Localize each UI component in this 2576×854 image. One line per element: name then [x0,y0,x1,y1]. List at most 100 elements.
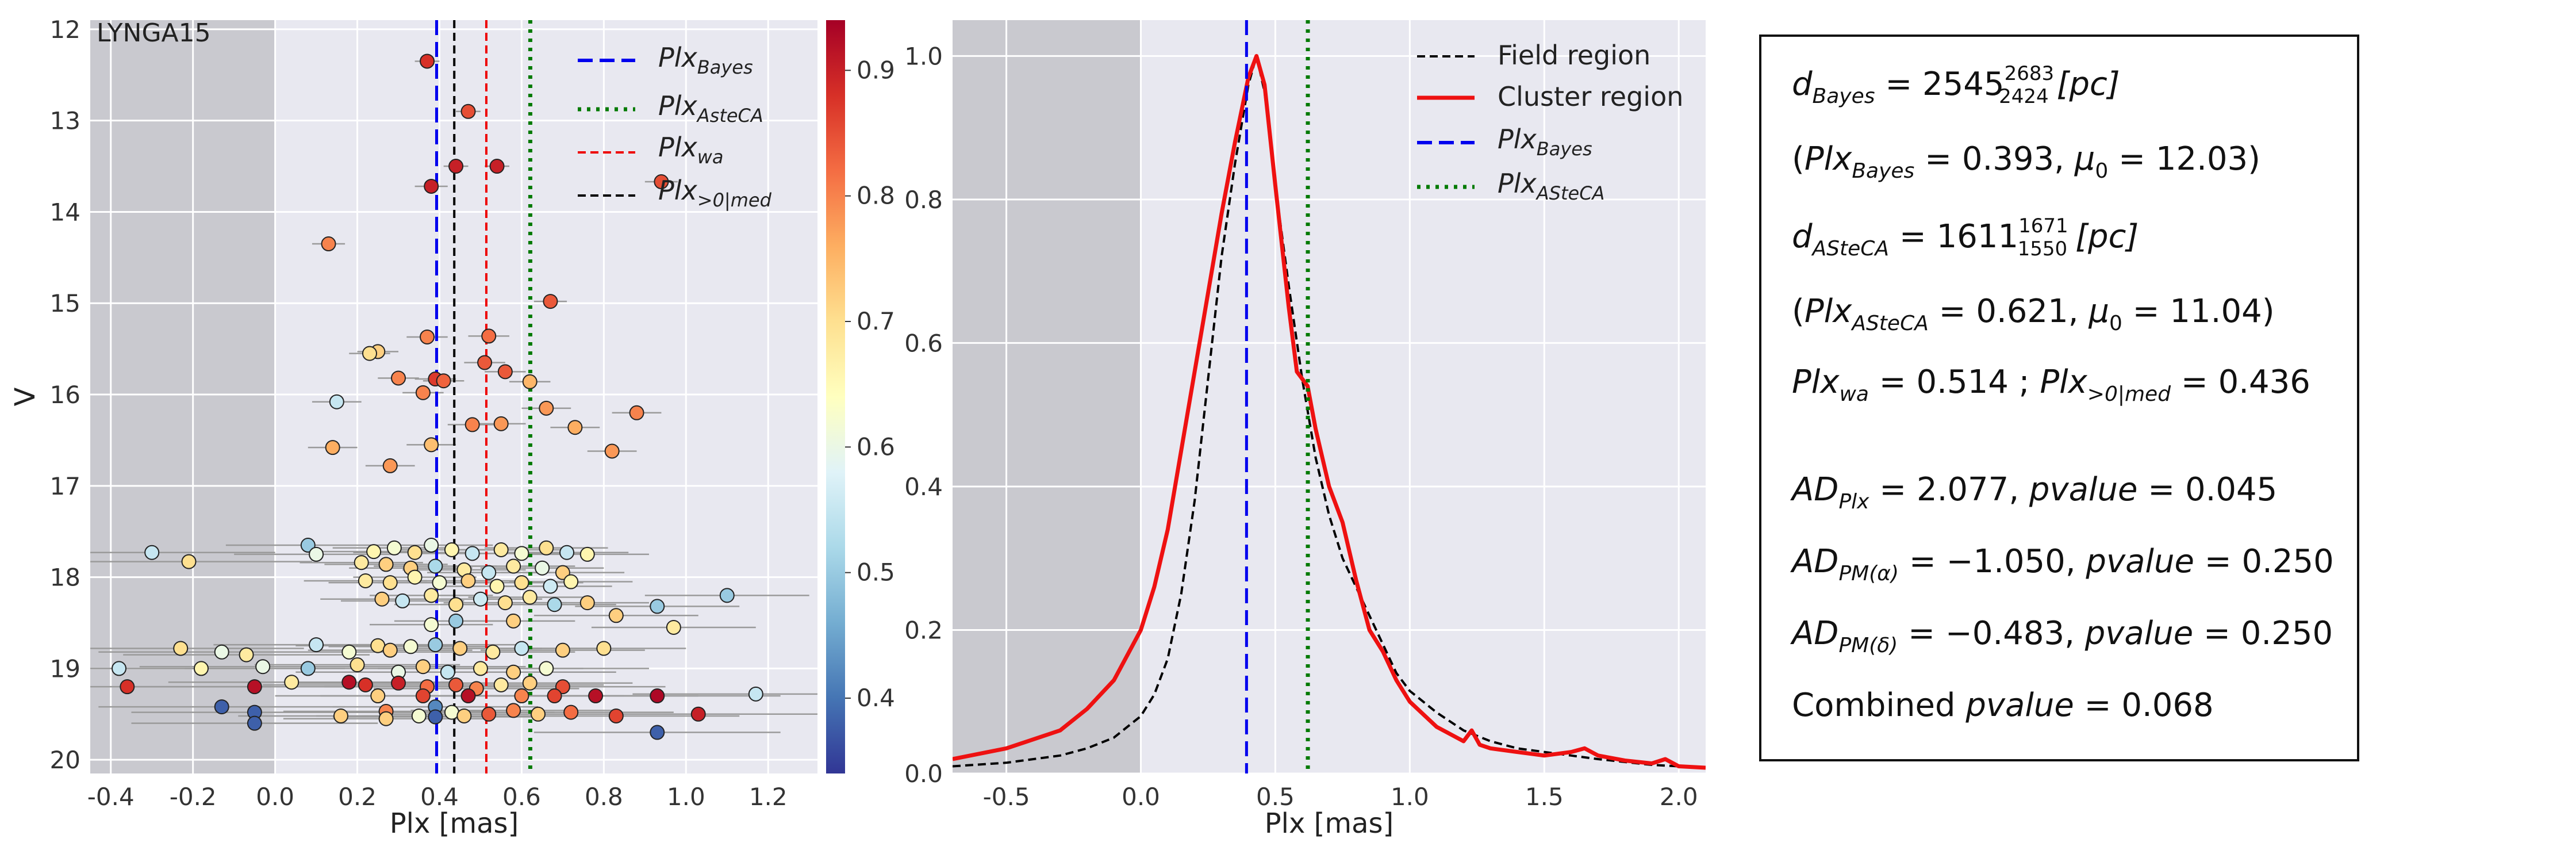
data-point [428,558,443,574]
colorbar-tick-label: 0.6 [857,432,895,461]
data-point [522,374,538,389]
data-point [391,675,406,691]
data-point [333,708,348,723]
y-tick-label: 17 [50,472,80,500]
x-tick-label: 1.2 [749,783,788,811]
data-point [444,542,459,557]
info-bayes-detail: (PlxBayes = 0.393, μ0 = 12.03) [1792,140,2260,183]
y-tick-label: 19 [50,654,80,683]
density-x-axis-label: Plx [mas] [1265,807,1394,840]
data-point [555,642,570,658]
data-point [378,557,394,572]
data-point [547,688,562,704]
data-point [112,661,127,676]
data-point [341,675,357,690]
data-point [481,565,497,580]
data-point [514,575,529,591]
info-d-asteca: dASteCA = 16111671 1550 [pc] [1792,215,2139,261]
data-point [181,554,197,569]
data-point [460,688,476,704]
data-point [420,329,435,344]
data-point [424,617,439,633]
legend-right-plx-asteca-label: PlxASteCA [1498,168,1604,204]
y-tick-label: 20 [50,746,80,774]
data-point [341,644,357,660]
data-point [514,641,529,656]
data-point [300,661,316,676]
data-point [748,686,763,702]
cluster-region-line [953,53,1706,770]
data-point [173,641,189,656]
data-point [362,346,377,361]
data-point [506,664,521,680]
data-point [382,458,398,473]
legend-plx-bayes-label: PlxBayes [658,42,753,78]
colorbar-tick-label: 0.9 [857,56,895,84]
data-point [539,661,554,676]
info-asteca-detail: (PlxASteCA = 0.621, μ0 = 11.04) [1792,293,2275,335]
data-point [407,569,423,585]
y-tick-label: 13 [50,107,80,135]
data-point [382,575,398,591]
y-tick-label: 18 [50,564,80,592]
data-point [650,688,665,704]
data-point [539,400,554,416]
data-point [650,599,665,614]
data-point [370,638,386,653]
x-tick-label: 1.0 [667,783,705,811]
data-point [473,591,488,607]
data-point [522,675,538,691]
data-point [350,657,365,673]
colorbar-gradient [826,20,845,773]
x-tick-label: 1.0 [1391,783,1429,811]
negative-parallax-shade [953,20,1141,773]
data-point [415,659,431,675]
data-point [403,639,419,654]
legend-field-region-label: Field region [1498,40,1650,71]
data-point [608,608,624,623]
data-point [464,546,480,561]
data-point [460,104,476,119]
info-ad-pm-alpha: ADPM(α) = −1.050, pvalue = 0.250 [1790,543,2334,585]
data-point [506,613,521,629]
legend-plx-asteca-label: PlxAsteCA [658,90,763,127]
data-point [579,546,595,562]
data-point [514,546,529,561]
data-point [144,545,160,560]
data-point [358,677,373,692]
data-point [493,677,509,692]
info-combined-pvalue: Combined pvalue = 0.068 [1792,687,2214,724]
y-tick-label: 12 [50,16,80,44]
x-tick-label: 0.5 [1256,783,1295,811]
data-point [193,661,209,676]
data-point [247,715,262,731]
data-point [420,53,435,69]
data-point [321,236,336,252]
info-plx-wa-med: Plxwa = 0.514 ; Plx>0|med = 0.436 [1792,363,2310,406]
x-tick-label: 0.0 [256,783,294,811]
x-tick-label: 0.4 [420,783,459,811]
data-point [239,647,254,662]
data-point [448,613,464,629]
data-point [354,555,369,570]
data-point [522,589,538,605]
data-point [424,538,439,553]
y-tick-label: 16 [50,381,80,409]
x-tick-label: 0.6 [502,783,541,811]
data-point [448,677,464,692]
data-point [473,661,488,676]
data-point [440,664,455,680]
data-point [654,174,669,190]
y-tick-label: 1.0 [904,42,943,70]
x-tick-label: 0.8 [585,783,623,811]
data-point [247,679,262,695]
info-d-bayes: dBayes = 25452683 2424 [pc] [1792,62,2120,108]
colorbar-tick-label: 0.7 [857,307,895,335]
data-point [489,159,505,174]
data-point [391,370,406,386]
data-point [448,159,464,174]
data-point [719,588,735,603]
data-point [489,579,505,594]
data-point [432,575,447,591]
data-point [531,706,546,722]
